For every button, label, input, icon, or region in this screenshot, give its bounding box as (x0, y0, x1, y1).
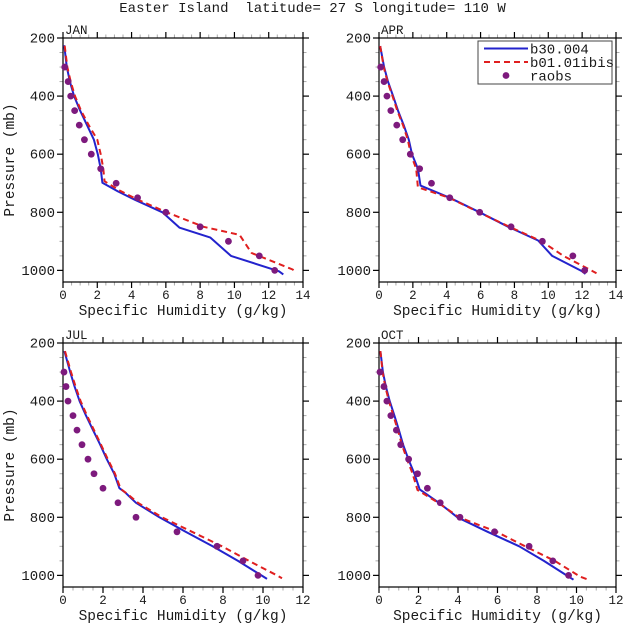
month-label: JUL (65, 329, 88, 343)
y-tick-label: 800 (346, 206, 371, 222)
y-tick-label: 800 (346, 511, 371, 527)
y-tick-label: 1000 (21, 569, 55, 585)
x-tick-label: 4 (128, 289, 136, 303)
x-tick-label: 10 (569, 594, 584, 608)
y-tick-label: 200 (30, 32, 55, 48)
month-label: OCT (381, 329, 404, 343)
x-tick-label: 12 (261, 289, 276, 303)
axis-ticks (57, 337, 309, 593)
panel-apr: 0 2 4 6 8 10 12 14 200 400 600 800 1000 APR Specific H… (337, 24, 623, 320)
tick-labels: 0 2 4 6 8 10 12 200 400 600 800 1000 (337, 337, 623, 609)
plot-frame (378, 342, 617, 588)
x-tick-label: 0 (59, 289, 67, 303)
x-tick-label: 4 (454, 594, 462, 608)
plot-frame (62, 342, 304, 588)
x-tick-label: 12 (575, 289, 590, 303)
x-tick-label: 6 (494, 594, 502, 608)
x-tick-label: 2 (99, 594, 107, 608)
y-tick-label: 600 (30, 453, 55, 469)
month-label: APR (381, 24, 404, 38)
x-tick-label: 12 (608, 594, 623, 608)
series-raobs-dots (376, 368, 572, 579)
x-tick-label: 2 (409, 289, 417, 303)
y-tick-label: 800 (30, 511, 55, 527)
x-tick-label: 10 (227, 289, 242, 303)
y-tick-label: 200 (346, 32, 371, 48)
x-tick-label: 0 (59, 594, 67, 608)
series-b30.004-line (63, 45, 284, 276)
x-tick-label: 8 (196, 289, 204, 303)
y-tick-label: 200 (30, 337, 55, 353)
series-raobs-dots (60, 368, 262, 579)
tick-labels: 0 2 4 6 8 10 12 200 400 600 800 1000 (21, 337, 310, 609)
x-tick-label: 14 (608, 289, 623, 303)
x-axis-title: Specific Humidity (g/kg) (79, 609, 288, 625)
x-tick-label: 8 (533, 594, 541, 608)
x-tick-label: 12 (295, 594, 310, 608)
x-tick-label: 10 (255, 594, 270, 608)
series-b30.004-line (379, 350, 575, 581)
x-tick-label: 6 (162, 289, 170, 303)
legend-label: raobs (530, 70, 572, 86)
series-b01.01ibis-line (379, 45, 597, 275)
x-tick-label: 6 (477, 289, 485, 303)
x-tick-label: 14 (295, 289, 310, 303)
tick-labels: 0 2 4 6 8 10 12 14 200 400 600 800 1000 (21, 32, 310, 304)
x-axis-title: Specific Humidity (g/kg) (393, 609, 602, 625)
y-tick-label: 400 (346, 395, 371, 411)
legend-label: b30.004 (530, 43, 589, 59)
y-tick-label: 600 (346, 148, 371, 164)
y-tick-label: 800 (30, 206, 55, 222)
axis-ticks (57, 32, 309, 288)
x-tick-label: 8 (511, 289, 519, 303)
legend-dot-sample (502, 72, 510, 79)
panel-jul: 0 2 4 6 8 10 12 200 400 600 800 1000 JUL Specific Hum… (3, 329, 311, 625)
figure-title: Easter Island latitude= 27 S longitude= … (119, 1, 506, 17)
x-tick-label: 4 (139, 594, 147, 608)
y-tick-label: 400 (346, 90, 371, 106)
series-raobs-dots (61, 63, 279, 274)
y-tick-label: 1000 (21, 264, 55, 280)
y-tick-label: 1000 (337, 569, 371, 585)
plot-frame (62, 37, 304, 283)
x-tick-label: 0 (375, 594, 383, 608)
x-axis-title: Specific Humidity (g/kg) (393, 304, 602, 320)
y-axis-title: Pressure (mb) (3, 408, 19, 521)
plot-frame (378, 37, 617, 283)
series-b01.01ibis-line (63, 45, 297, 274)
x-tick-label: 8 (219, 594, 227, 608)
x-tick-label: 10 (541, 289, 556, 303)
legend-label: b01.01ibis (530, 56, 614, 72)
x-axis-title: Specific Humidity (g/kg) (79, 304, 288, 320)
series-b01.01ibis-line (379, 350, 589, 581)
y-tick-label: 1000 (337, 264, 371, 280)
series-b01.01ibis-line (64, 350, 283, 580)
month-label: JAN (65, 24, 88, 38)
y-tick-label: 600 (30, 148, 55, 164)
y-tick-label: 200 (346, 337, 371, 353)
x-tick-label: 0 (375, 289, 383, 303)
y-tick-label: 600 (346, 453, 371, 469)
x-tick-label: 6 (179, 594, 187, 608)
series-b30.004-line (63, 350, 268, 580)
tick-labels: 0 2 4 6 8 10 12 14 200 400 600 800 1000 (337, 32, 623, 304)
x-tick-label: 2 (415, 594, 423, 608)
series-raobs-dots (377, 63, 589, 274)
x-tick-label: 4 (443, 289, 451, 303)
panel-jan: 0 2 4 6 8 10 12 14 200 400 600 800 1000 JAN Specific H… (3, 24, 311, 320)
x-tick-label: 2 (94, 289, 102, 303)
y-tick-label: 400 (30, 90, 55, 106)
y-axis-title: Pressure (mb) (3, 103, 19, 216)
y-tick-label: 400 (30, 395, 55, 411)
panel-oct: 0 2 4 6 8 10 12 200 400 600 800 1000 OCT Specific Hum… (337, 329, 623, 625)
